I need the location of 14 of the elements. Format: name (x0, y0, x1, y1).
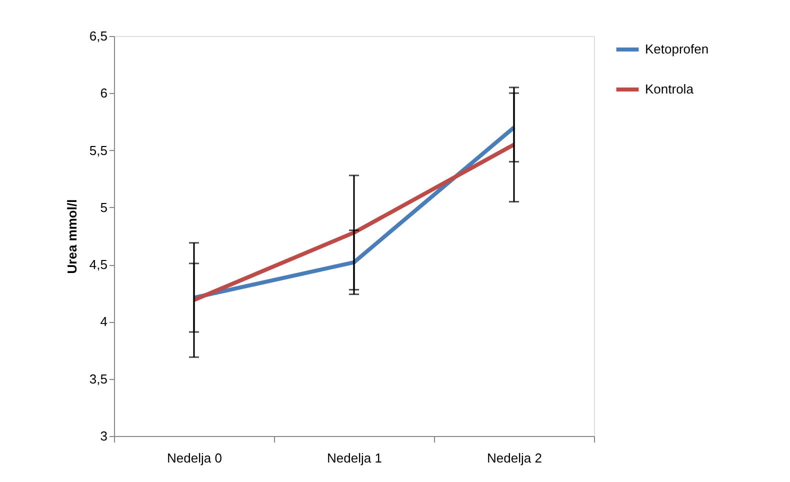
legend-label: Kontrola (645, 82, 694, 96)
x-tick-label: Nedelja 1 (327, 450, 382, 466)
y-tick-label: 6 (100, 86, 108, 101)
y-axis-title: Urea mmol/l (64, 199, 80, 274)
x-tick-label: Nedelja 0 (167, 450, 222, 466)
legend-label: Ketoprofen (645, 42, 709, 56)
y-tick-label: 5 (100, 200, 108, 215)
y-tick-label: 4 (100, 314, 108, 330)
x-tick-label: Nedelja 2 (487, 450, 542, 466)
y-tick-label: 6,5 (89, 28, 108, 44)
y-tick-label: 3,5 (89, 371, 108, 386)
y-tick-label: 5,5 (89, 142, 108, 158)
y-tick-label: 4,5 (89, 257, 108, 272)
y-tick-label: 3 (100, 428, 108, 444)
